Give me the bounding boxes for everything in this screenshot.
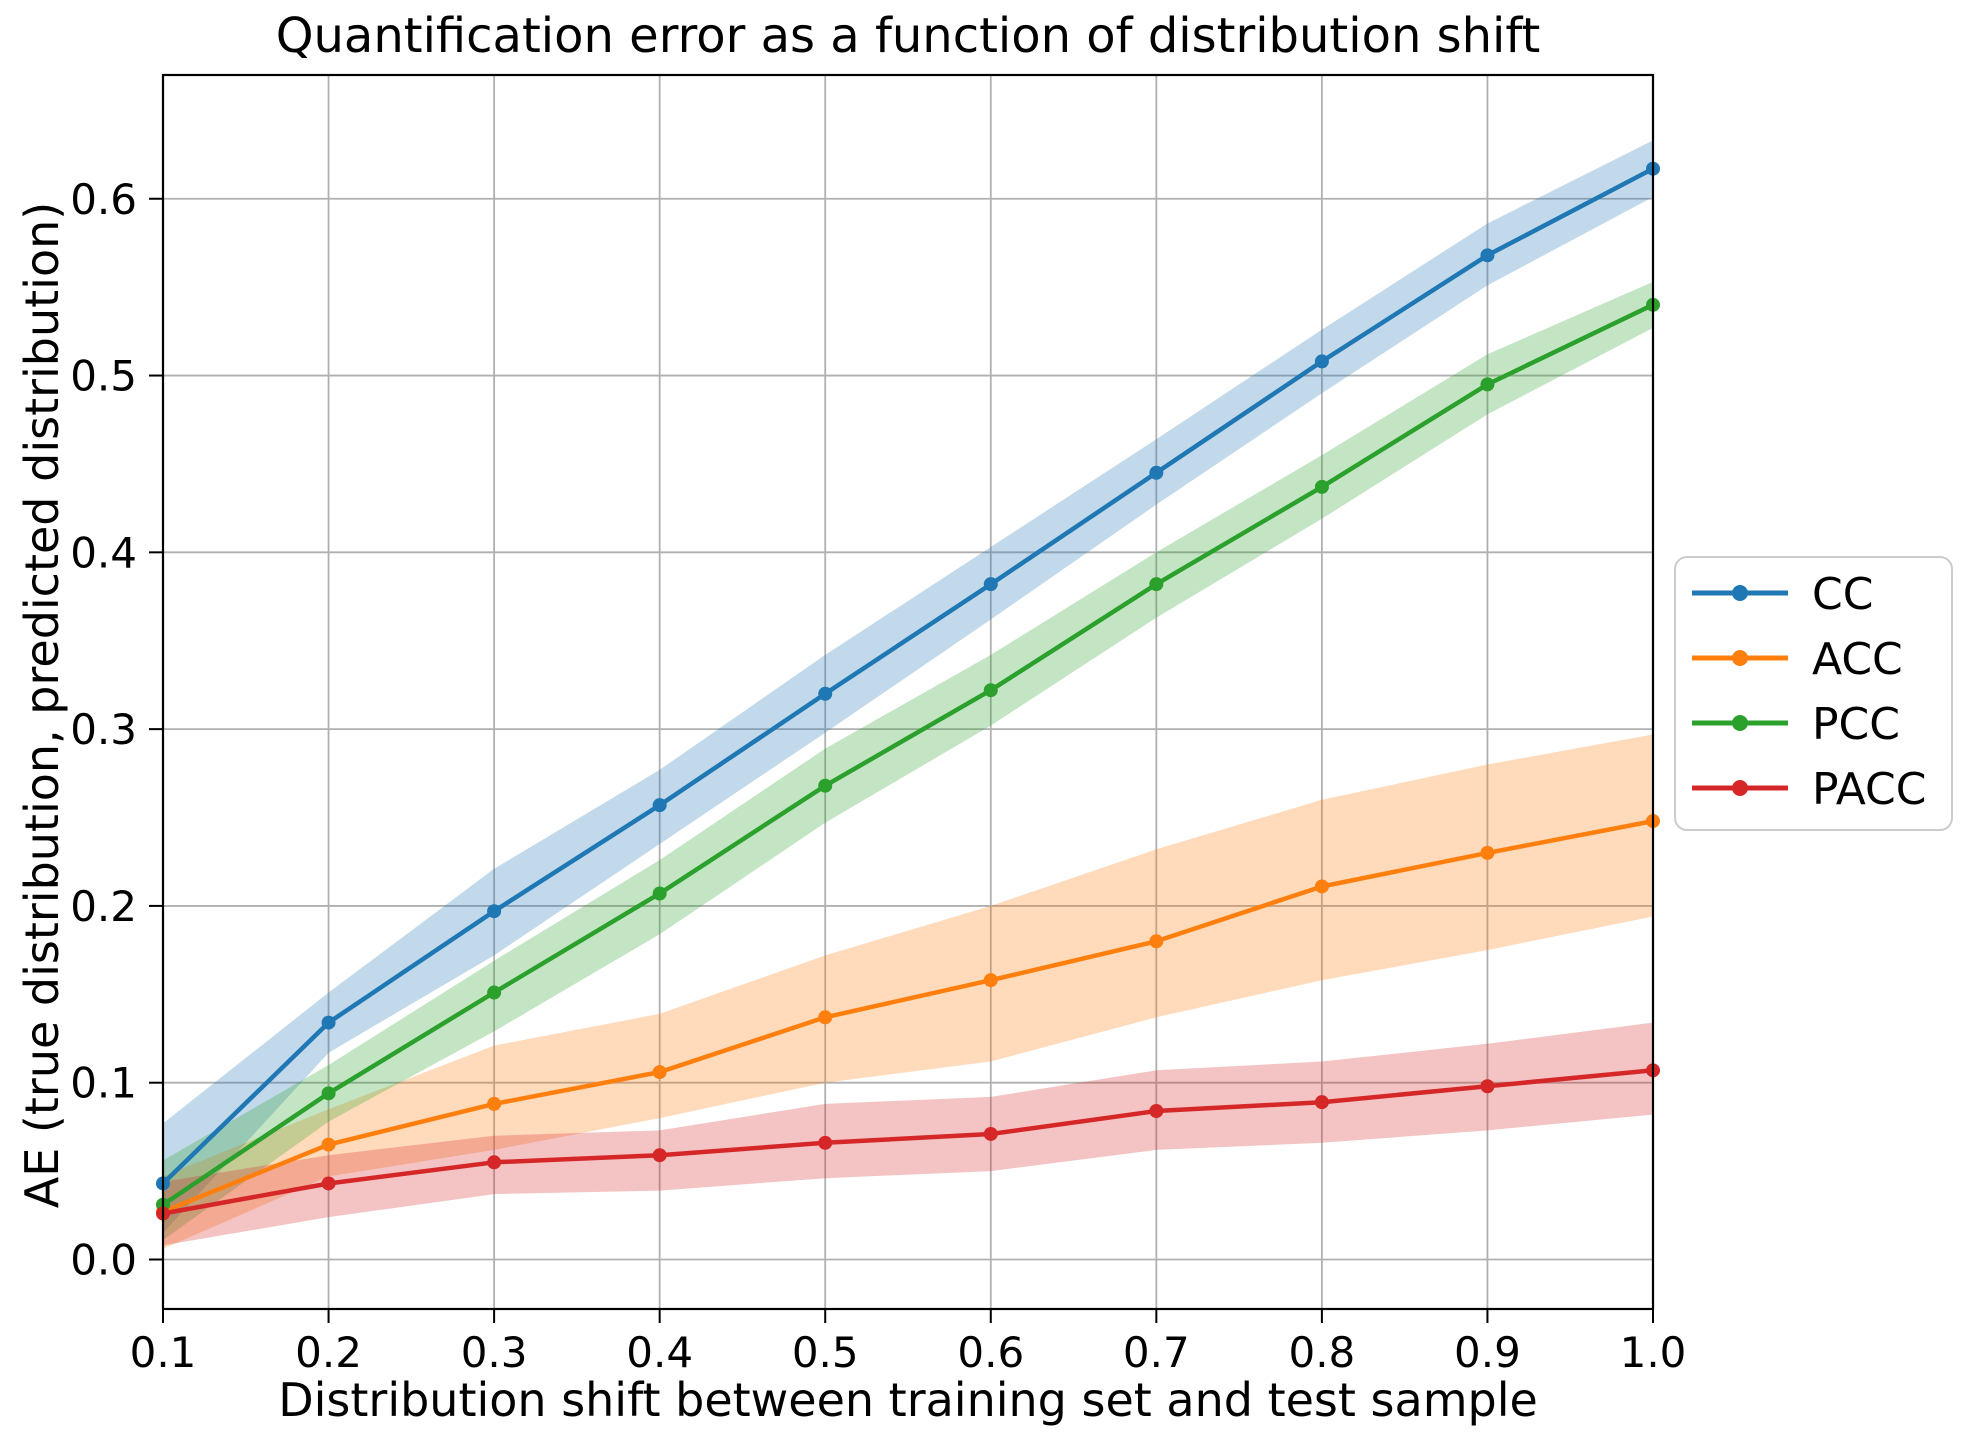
acc-data-point — [818, 1010, 833, 1025]
cc-data-point — [1314, 354, 1329, 369]
plot-border — [161, 73, 1655, 1311]
legend: CC ACC PCC PACC — [1674, 556, 1953, 831]
cc-confidence-band — [163, 140, 1653, 1233]
acc-data-point — [1480, 845, 1495, 860]
acc-line — [162, 818, 1654, 1214]
pcc-data-point — [1149, 577, 1164, 592]
legend-label-pcc: PCC — [1812, 699, 1900, 750]
pcc-line — [161, 302, 1654, 1207]
pcc-data-point — [1314, 479, 1329, 494]
cc-marker-swatch — [1732, 585, 1748, 601]
y-tick-label: 0.0 — [70, 1235, 137, 1284]
x-tick-label: 0.1 — [130, 1328, 197, 1377]
legend-entry-pacc: PACC — [1692, 764, 1927, 815]
acc-data-point — [1314, 879, 1329, 894]
acc-marker-swatch — [1732, 650, 1748, 666]
cc-data-point — [652, 798, 667, 813]
y-tick-label: 0.3 — [70, 705, 137, 754]
legend-label-cc: CC — [1812, 569, 1873, 620]
cc-line — [161, 166, 1655, 1186]
pcc-data-point — [1480, 377, 1495, 392]
acc-data-point — [983, 973, 998, 988]
legend-box — [1674, 556, 1953, 831]
acc-data-point — [321, 1137, 336, 1152]
x-tick-label: 0.5 — [792, 1328, 859, 1377]
x-tick-label: 0.9 — [1454, 1328, 1521, 1377]
x-axis-label: Distribution shift between training set … — [278, 1373, 1538, 1427]
acc-data-point — [487, 1096, 502, 1111]
pacc-confidence-band — [163, 1022, 1653, 1246]
pacc-data-point — [818, 1135, 833, 1150]
chart-title: Quantification error as a function of di… — [276, 8, 1541, 64]
y-tick-label: 0.2 — [70, 882, 137, 931]
acc-confidence-band — [163, 734, 1653, 1249]
x-tick-label: 0.3 — [461, 1328, 528, 1377]
pacc-data-point — [321, 1176, 336, 1191]
y-tick-label: 0.1 — [70, 1059, 137, 1108]
cc-data-point — [1480, 248, 1495, 263]
pcc-data-point — [983, 683, 998, 698]
cc-data-point — [487, 904, 502, 919]
pcc-data-point — [487, 985, 502, 1000]
legend-label-pacc: PACC — [1812, 764, 1927, 815]
acc-data-point — [1149, 934, 1164, 949]
y-axis-label: AE (true distribution, predicted distrib… — [15, 202, 69, 1208]
legend-entry-acc: ACC — [1692, 634, 1903, 685]
pacc-data-point — [1314, 1095, 1329, 1110]
cc-data-point — [818, 686, 833, 701]
pacc-data-point — [983, 1126, 998, 1141]
legend-entry-cc: CC — [1692, 569, 1873, 620]
x-tick-label: 0.6 — [957, 1328, 1024, 1377]
x-tick-label: 0.2 — [295, 1328, 362, 1377]
pcc-marker-swatch — [1732, 715, 1748, 731]
legend-label-acc: ACC — [1812, 634, 1903, 685]
pcc-confidence-band — [163, 281, 1653, 1241]
pacc-line — [162, 1068, 1654, 1216]
x-tick-label: 0.8 — [1288, 1328, 1355, 1377]
pacc-data-point — [652, 1148, 667, 1163]
pacc-data-point — [1149, 1103, 1164, 1118]
y-tick-label: 0.4 — [70, 528, 137, 577]
x-tick-label: 1.0 — [1620, 1328, 1687, 1377]
y-tick-label: 0.5 — [70, 352, 137, 401]
confidence-bands — [163, 140, 1653, 1249]
pacc-data-point — [487, 1155, 502, 1170]
cc-data-point — [321, 1015, 336, 1030]
pcc-data-point — [321, 1086, 336, 1101]
cc-data-point — [1149, 465, 1164, 480]
pcc-data-point — [818, 778, 833, 793]
x-tick-label: 0.7 — [1123, 1328, 1190, 1377]
axes-ticks: 0.1 0.2 0.3 0.4 0.5 0.6 0.7 0.8 0.9 1.0 0.0 0.1 0.2 0… — [70, 175, 1686, 1377]
pacc-marker-swatch — [1732, 780, 1748, 796]
x-tick-label: 0.4 — [626, 1328, 693, 1377]
acc-data-point — [652, 1065, 667, 1080]
legend-entry-pcc: PCC — [1692, 699, 1900, 750]
y-tick-label: 0.6 — [70, 175, 137, 224]
pcc-data-point — [652, 886, 667, 901]
pacc-data-point — [1480, 1079, 1495, 1094]
cc-data-point — [983, 577, 998, 592]
